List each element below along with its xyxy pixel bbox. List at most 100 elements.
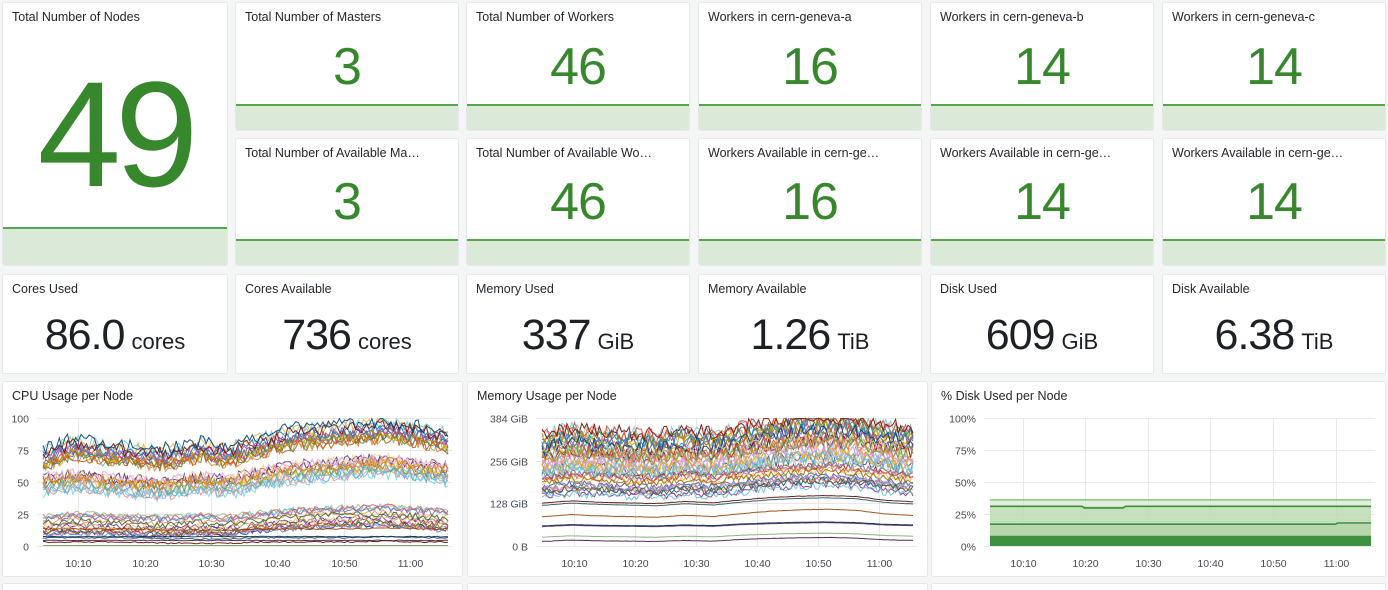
graph-plot-area[interactable]: 0% 25% 50% 75% 100% 10:10 10:20 10:30 10:40 10:50… <box>932 404 1385 576</box>
resource-value-wrap: 86.0 cores <box>3 297 227 373</box>
graph-panel-title: Memory Usage per Node <box>477 389 617 403</box>
svg-text:10:40: 10:40 <box>1197 558 1223 570</box>
svg-text:25: 25 <box>17 510 29 522</box>
svg-text:75: 75 <box>17 446 29 458</box>
stat-panel-r1-2[interactable]: Total Number of Workers 46 <box>466 2 690 131</box>
graph-panel-0[interactable]: CPU Usage per Node 0 25 50 75 100 10:10 10:20 10… <box>2 381 463 577</box>
stat-panel-r2-0[interactable]: Total Number of Available Ma… 3 <box>235 138 459 266</box>
resource-value: 736 <box>282 310 352 359</box>
resource-unit: GiB <box>1061 329 1099 354</box>
resource-panel-1[interactable]: Cores Available 736 cores <box>235 274 459 374</box>
stat-value: 46 <box>550 37 607 96</box>
stat-value-wrap: 3 <box>236 3 458 130</box>
svg-text:75%: 75% <box>955 446 976 458</box>
stat-panel-title: Workers in cern-geneva-b <box>940 10 1084 24</box>
stat-panel-title: Workers in cern-geneva-a <box>708 10 852 24</box>
resource-value: 1.26 <box>750 310 832 359</box>
stat-value-wrap: 16 <box>699 3 921 130</box>
stat-value-wrap: 14 <box>931 139 1153 265</box>
resource-panel-5[interactable]: Disk Available 6.38 TiB <box>1162 274 1386 374</box>
stat-value-wrap: 14 <box>931 3 1153 130</box>
stat-panel-r1-1[interactable]: Total Number of Masters 3 <box>235 2 459 131</box>
svg-text:10:20: 10:20 <box>622 558 648 570</box>
svg-text:10:40: 10:40 <box>744 558 770 570</box>
svg-text:10:10: 10:10 <box>1010 558 1036 570</box>
svg-text:0%: 0% <box>961 542 976 554</box>
stat-panel-r1-5[interactable]: Workers in cern-geneva-c 14 <box>1162 2 1386 131</box>
stat-value-wrap: 16 <box>699 139 921 265</box>
stat-panel-r2-3[interactable]: Workers Available in cern-ge… 14 <box>930 138 1154 266</box>
resource-panel-title: Disk Available <box>1172 282 1250 296</box>
stat-panel-r2-1[interactable]: Total Number of Available Wo… 46 <box>466 138 690 266</box>
stat-sparkline <box>467 104 689 130</box>
resource-panel-title: Disk Used <box>940 282 997 296</box>
stat-value: 46 <box>550 173 607 231</box>
resource-panel-title: Memory Used <box>476 282 554 296</box>
svg-text:10:20: 10:20 <box>1072 558 1098 570</box>
stat-value: 14 <box>1246 37 1303 96</box>
stat-panel-title: Workers Available in cern-ge… <box>708 146 880 160</box>
stat-value: 14 <box>1246 173 1303 231</box>
stat-sparkline <box>467 239 689 265</box>
svg-text:10:10: 10:10 <box>65 558 91 570</box>
stat-panel-r2-2[interactable]: Workers Available in cern-ge… 16 <box>698 138 922 266</box>
resource-unit: cores <box>357 329 412 354</box>
resource-value: 609 <box>985 310 1056 359</box>
stat-value-wrap: 14 <box>1163 3 1385 130</box>
graph-panel-partial-1[interactable] <box>467 583 928 590</box>
resource-unit: TiB <box>1301 329 1334 354</box>
resource-panel-title: Cores Used <box>12 282 78 296</box>
stat-sparkline <box>3 227 227 265</box>
graph-panel-2[interactable]: % Disk Used per Node 0% 25% 50% 75% 100% 10:10… <box>931 381 1386 577</box>
stat-panel-r1-3[interactable]: Workers in cern-geneva-a 16 <box>698 2 922 131</box>
resource-value: 86.0 <box>44 310 126 359</box>
svg-text:100: 100 <box>11 414 29 426</box>
resource-value-wrap: 6.38 TiB <box>1163 297 1385 373</box>
resource-panel-0[interactable]: Cores Used 86.0 cores <box>2 274 228 374</box>
stat-panel-title: Total Number of Available Ma… <box>245 146 420 160</box>
resource-panel-title: Memory Available <box>708 282 807 296</box>
stat-panel-title: Workers Available in cern-ge… <box>1172 146 1344 160</box>
resource-panel-3[interactable]: Memory Available 1.26 TiB <box>698 274 922 374</box>
resource-unit: cores <box>131 329 186 354</box>
graph-svg: 0 B 128 GiB 256 GiB 384 GiB 10:10 10:20 10:30 1… <box>490 414 917 570</box>
svg-text:50: 50 <box>17 478 29 490</box>
stat-sparkline <box>931 104 1153 130</box>
stat-sparkline <box>1163 239 1385 265</box>
resource-value-wrap: 337 GiB <box>467 297 689 373</box>
svg-text:10:20: 10:20 <box>132 558 158 570</box>
stat-value: 16 <box>782 37 839 96</box>
stat-sparkline <box>931 239 1153 265</box>
svg-text:10:30: 10:30 <box>1135 558 1161 570</box>
svg-text:10:30: 10:30 <box>683 558 709 570</box>
stat-value-wrap: 49 <box>3 3 227 265</box>
svg-text:10:50: 10:50 <box>1260 558 1286 570</box>
svg-text:10:30: 10:30 <box>198 558 224 570</box>
resource-panel-2[interactable]: Memory Used 337 GiB <box>466 274 690 374</box>
resource-panel-4[interactable]: Disk Used 609 GiB <box>930 274 1154 374</box>
stat-panel-r2-4[interactable]: Workers Available in cern-ge… 14 <box>1162 138 1386 266</box>
svg-text:10:40: 10:40 <box>264 558 290 570</box>
stat-sparkline <box>1163 104 1385 130</box>
stat-sparkline <box>236 104 458 130</box>
svg-text:128 GiB: 128 GiB <box>490 499 528 511</box>
graph-panel-partial-0[interactable] <box>2 583 463 590</box>
svg-text:11:00: 11:00 <box>867 558 893 570</box>
graph-plot-area[interactable]: 0 25 50 75 100 10:10 10:20 10:30 10:40 10:50 11:00 <box>3 404 462 576</box>
svg-text:10:10: 10:10 <box>561 558 587 570</box>
svg-text:100%: 100% <box>949 414 976 426</box>
graph-plot-area[interactable]: 0 B 128 GiB 256 GiB 384 GiB 10:10 10:20 10:30 1… <box>468 404 927 576</box>
stat-value-wrap: 46 <box>467 3 689 130</box>
stat-panel-title: Workers Available in cern-ge… <box>940 146 1112 160</box>
stat-sparkline <box>236 239 458 265</box>
graph-panel-partial-2[interactable] <box>931 583 1386 590</box>
graph-panel-title: CPU Usage per Node <box>12 389 133 403</box>
graph-svg: 0 25 50 75 100 10:10 10:20 10:30 10:40 10:50 11:00 <box>11 414 452 570</box>
stat-panel-r1-0[interactable]: Total Number of Nodes 49 <box>2 2 228 266</box>
resource-panel-title: Cores Available <box>245 282 332 296</box>
graph-panel-1[interactable]: Memory Usage per Node 0 B 128 GiB 256 GiB 38… <box>467 381 928 577</box>
svg-text:11:00: 11:00 <box>1324 558 1350 570</box>
stat-panel-r1-4[interactable]: Workers in cern-geneva-b 14 <box>930 2 1154 131</box>
stat-panel-title: Total Number of Workers <box>476 10 615 24</box>
